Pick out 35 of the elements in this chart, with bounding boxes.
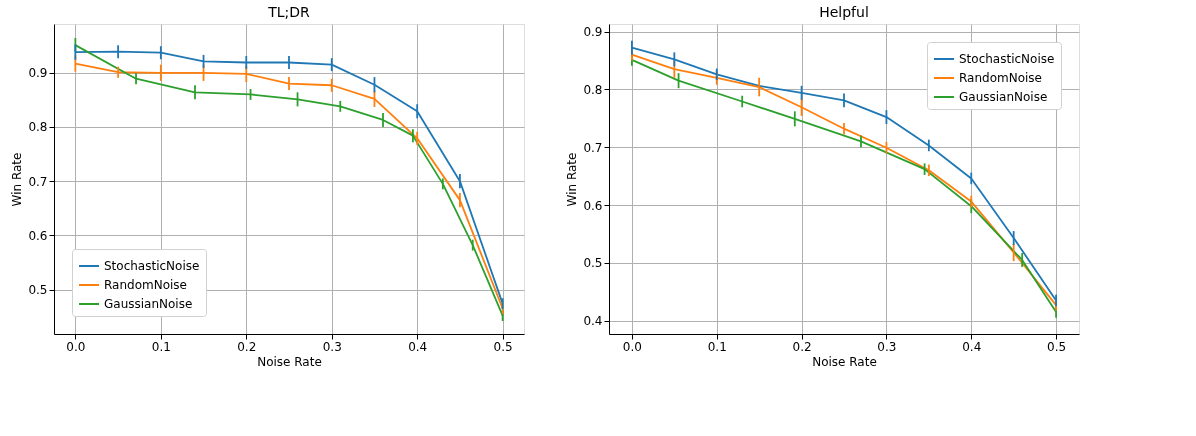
legend-label: StochasticNoise (104, 259, 200, 273)
x-axis-title: Noise Rate (812, 354, 877, 369)
chart-title: Helpful (819, 4, 869, 20)
y-tick-label: 0.5 (28, 283, 48, 298)
y-tick-label: 0.9 (28, 66, 48, 81)
x-tick-label: 0.3 (322, 339, 342, 354)
y-tick-label: 0.6 (28, 228, 48, 243)
x-tick-label: 0.5 (1047, 339, 1067, 354)
legend-label: RandomNoise (104, 278, 187, 292)
y-tick-label: 0.8 (28, 120, 48, 135)
x-tick-label: 0.1 (707, 339, 727, 354)
x-tick-label: 0.4 (962, 339, 982, 354)
y-tick-label: 0.8 (583, 82, 603, 97)
x-axis-title: Noise Rate (257, 354, 322, 369)
y-axis-title: Win Rate (565, 152, 580, 207)
y-tick-label: 0.6 (583, 198, 603, 213)
legend-label: GaussianNoise (959, 90, 1048, 104)
y-tick-label: 0.7 (583, 140, 603, 155)
x-tick-label: 0.2 (237, 339, 257, 354)
x-tick-label: 0.4 (408, 339, 428, 354)
x-tick-label: 0.3 (877, 339, 897, 354)
x-tick-label: 0.5 (493, 339, 513, 354)
y-axis-title: Win Rate (10, 152, 25, 207)
y-tick-label: 0.7 (28, 174, 48, 189)
chart-title: TL;DR (267, 4, 311, 20)
y-tick-label: 0.5 (583, 256, 603, 271)
legend-label: RandomNoise (959, 71, 1042, 85)
x-tick-label: 0.2 (792, 339, 812, 354)
x-tick-label: 0.0 (622, 339, 642, 354)
y-tick-label: 0.4 (583, 314, 603, 329)
legend-label: GaussianNoise (104, 297, 193, 311)
x-tick-label: 0.0 (66, 339, 86, 354)
legend-label: StochasticNoise (959, 52, 1055, 66)
y-tick-label: 0.9 (583, 25, 603, 40)
x-tick-label: 0.1 (151, 339, 171, 354)
